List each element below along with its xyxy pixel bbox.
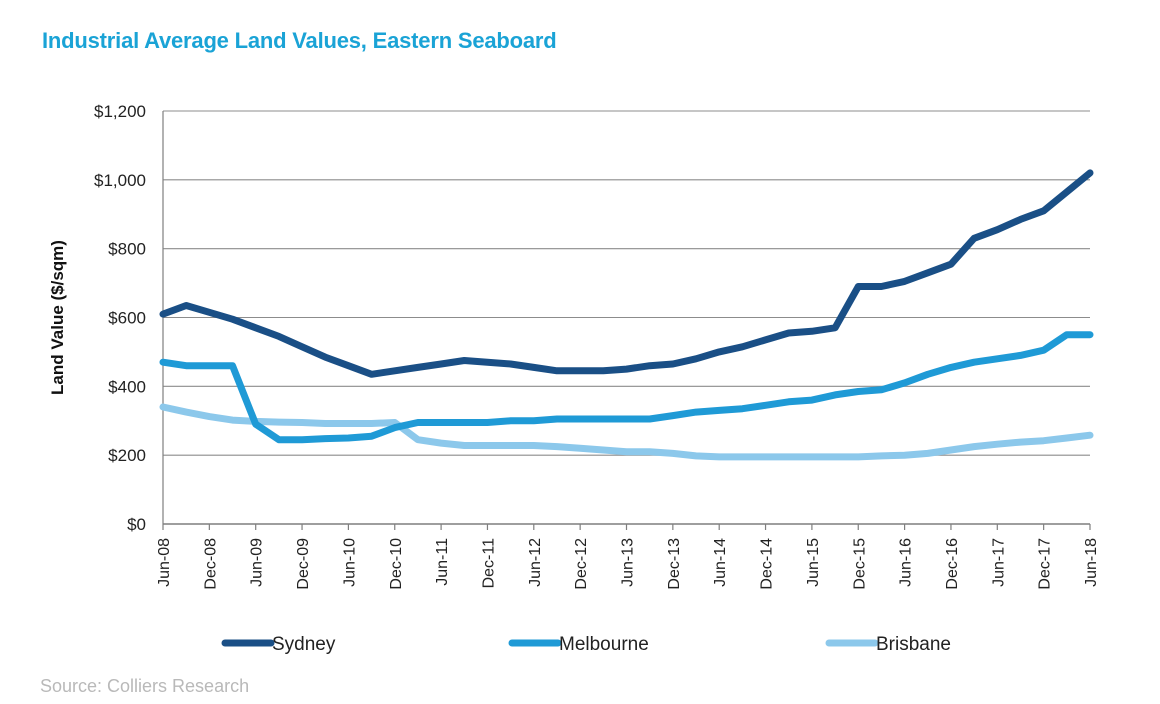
- x-tick-label: Dec-15: [851, 538, 868, 590]
- series-layer: [159, 169, 1094, 461]
- x-tick-label: Dec-13: [666, 538, 683, 590]
- x-tick-label: Dec-16: [944, 538, 961, 590]
- x-tick-label: Jun-12: [527, 538, 544, 587]
- y-tick-label: $0: [127, 515, 146, 534]
- y-tick-label: $400: [108, 377, 146, 396]
- y-tick-label: $800: [108, 240, 146, 259]
- axis-layer: $0 $200 $400 $600 $800 $1,000 $1,200 Land Value…: [48, 102, 1100, 590]
- x-tick-label: Jun-10: [341, 538, 358, 587]
- x-tick-label: Jun-17: [990, 538, 1007, 587]
- legend-label-sydney: Sydney: [272, 634, 336, 655]
- x-tick-label: Jun-09: [249, 538, 266, 587]
- legend: Sydney Melbourne Brisbane: [221, 634, 951, 655]
- chart-title: Industrial Average Land Values, Eastern …: [42, 28, 557, 53]
- y-tick-label: $1,200: [94, 102, 146, 121]
- x-tick-label: Dec-08: [202, 538, 219, 590]
- x-tick-label: Jun-15: [805, 538, 822, 587]
- legend-label-melbourne: Melbourne: [559, 634, 649, 655]
- x-tick-label: Jun-16: [898, 538, 915, 587]
- x-tick-label: Jun-14: [712, 538, 729, 587]
- x-tick-label: Dec-11: [480, 538, 497, 588]
- x-tick-label: Jun-11: [434, 538, 451, 586]
- series-line-sydney: [159, 169, 1094, 378]
- y-axis-title: Land Value ($/sqm): [48, 240, 67, 395]
- legend-label-brisbane: Brisbane: [876, 634, 951, 655]
- x-tick-label: Jun-08: [156, 538, 173, 587]
- x-tick-label: Dec-09: [295, 538, 312, 590]
- x-tick-label: Jun-18: [1083, 538, 1100, 587]
- x-tick-label: Dec-10: [388, 538, 405, 590]
- x-tick-label: Dec-14: [759, 538, 776, 590]
- source-note: Source: Colliers Research: [40, 676, 250, 696]
- grid-layer: [163, 110, 1090, 525]
- x-tick-label: Dec-12: [573, 538, 590, 590]
- y-tick-label: $1,000: [94, 171, 146, 190]
- y-tick-label: $600: [108, 309, 146, 328]
- series-line-brisbane: [159, 403, 1094, 461]
- y-tick-label: $200: [108, 446, 146, 465]
- x-tick-label: Jun-13: [620, 538, 637, 587]
- series-line-melbourne: [159, 331, 1094, 444]
- x-tick-label: Dec-17: [1037, 538, 1054, 590]
